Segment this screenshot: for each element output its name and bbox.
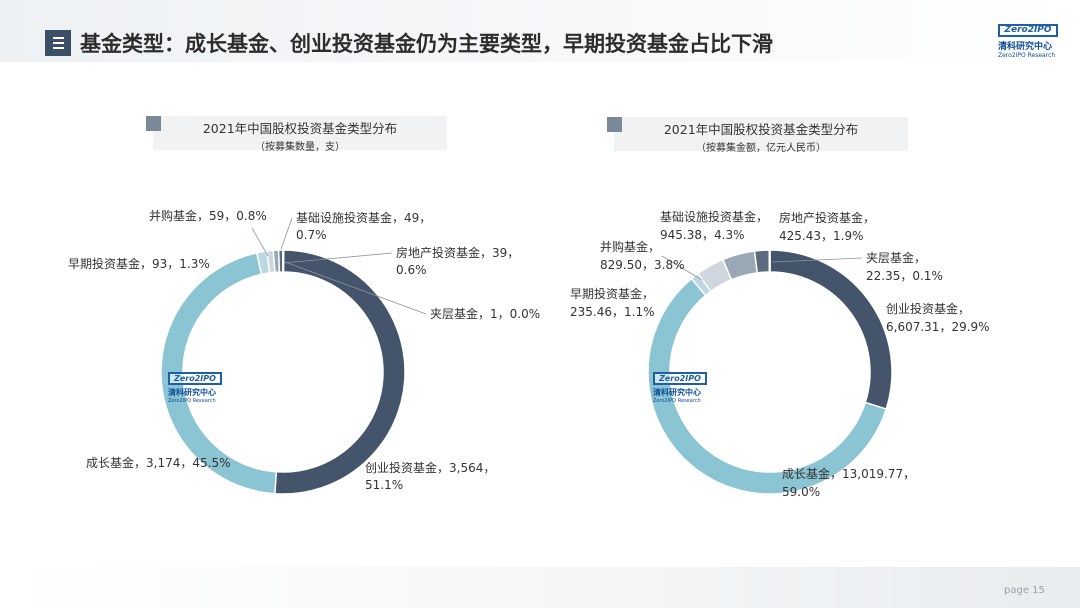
data-label: 早期投资基金， 235.46，1.1% xyxy=(570,286,654,319)
donut-slice xyxy=(274,249,406,495)
logo-cn-text: 清科研究中心 xyxy=(998,42,1053,52)
chart-1-title: 2021年中国股权投资基金类型分布 xyxy=(202,121,398,136)
watermark-mark: Zero2IPO xyxy=(168,372,222,385)
data-label-line: 基础设施投资基金，49， xyxy=(296,210,431,225)
page-label: page xyxy=(1004,585,1029,596)
data-label: 早期投资基金，93，1.3% xyxy=(68,256,210,271)
data-label-line: 基础设施投资基金， xyxy=(660,209,768,224)
watermark-en-text: Zero2IPO Research xyxy=(653,398,701,404)
leader-line xyxy=(661,255,703,281)
menu-icon xyxy=(45,30,71,56)
data-label-line: 夹层基金，1，0.0% xyxy=(430,306,540,321)
brand-logo: Zero2IPO 清科研究中心 Zero2IPO Research xyxy=(998,24,1062,59)
chart-2-header: 2021年中国股权投资基金类型分布 （按募集金额，亿元人民币） xyxy=(607,117,908,154)
footer-band xyxy=(0,567,1080,608)
chart-1-subtitle: （按募集数量，支） xyxy=(255,142,345,153)
data-label: 基础设施投资基金，49， 0.7% xyxy=(296,210,431,242)
donut-slice xyxy=(647,277,888,495)
leader-line xyxy=(771,257,863,263)
chart-2-title: 2021年中国股权投资基金类型分布 xyxy=(663,122,859,137)
watermark-logo: Zero2IPO 清科研究中心 Zero2IPO Research xyxy=(168,372,228,404)
data-label-line: 房地产投资基金， xyxy=(779,210,875,225)
data-label-line: 成长基金，13,019.77， xyxy=(782,466,915,481)
watermark-en-text: Zero2IPO Research xyxy=(168,398,216,404)
data-label-line: 945.38，4.3% xyxy=(660,228,744,242)
data-label-line: 829.50，3.8% xyxy=(600,258,684,272)
data-label: 并购基金， 829.50，3.8% xyxy=(600,239,684,272)
chart-2-subtitle: （按募集金额，亿元人民币） xyxy=(696,143,826,154)
data-label-line: 425.43，1.9% xyxy=(779,229,863,243)
data-label: 夹层基金，1，0.0% xyxy=(430,306,540,321)
leader-line xyxy=(282,252,393,264)
watermark-cn-text: 清科研究中心 xyxy=(168,388,216,397)
data-label-line: 早期投资基金， xyxy=(570,286,654,301)
data-label: 房地产投资基金， 425.43，1.9% xyxy=(779,210,875,243)
leader-line xyxy=(279,217,293,253)
donut-slice xyxy=(753,249,771,274)
donut-slice xyxy=(282,249,285,273)
data-label-line: 夹层基金， xyxy=(866,250,926,265)
data-label: 创业投资基金，3,564， 51.1% xyxy=(365,460,495,492)
data-label-line: 并购基金，59，0.8% xyxy=(149,208,267,223)
page-title: 基金类型：成长基金、创业投资基金仍为主要类型，早期投资基金占比下滑 xyxy=(80,32,773,56)
data-label-line: 0.6% xyxy=(396,263,427,277)
page-number: page 15 xyxy=(1004,585,1045,596)
watermark-logo: Zero2IPO 清科研究中心 Zero2IPO Research xyxy=(653,372,713,404)
logo-en-text: Zero2IPO Research xyxy=(998,52,1056,59)
legend-square-icon xyxy=(146,116,161,131)
leader-line xyxy=(251,227,269,257)
data-label-line: 成长基金，3,174，45.5% xyxy=(86,455,230,470)
data-label-line: 创业投资基金，3,564， xyxy=(365,460,495,475)
header-band xyxy=(0,0,1080,62)
data-label: 成长基金，3,174，45.5% xyxy=(86,455,230,470)
data-label: 并购基金，59，0.8% xyxy=(149,208,267,223)
data-label: 房地产投资基金，39， 0.6% xyxy=(396,245,519,277)
data-label: 创业投资基金， 6,607.31，29.9% xyxy=(886,301,990,334)
leader-line xyxy=(284,261,427,315)
data-label-line: 0.7% xyxy=(296,228,327,242)
data-label-line: 22.35，0.1% xyxy=(866,269,943,283)
data-label-line: 创业投资基金， xyxy=(886,301,970,316)
data-label-line: 早期投资基金，93，1.3% xyxy=(68,256,210,271)
chart-1-header: 2021年中国股权投资基金类型分布 （按募集数量，支） xyxy=(146,116,447,153)
data-label-line: 并购基金， xyxy=(600,239,660,254)
donut-chart-1: 创业投资基金，3,564， 51.1% 成长基金，3,174，45.5% 早期投资基金… xyxy=(68,208,540,495)
donut-chart-2: 创业投资基金， 6,607.31，29.9% 成长基金，13,019.77， 59.0… xyxy=(570,209,990,499)
data-label-line: 235.46，1.1% xyxy=(570,305,654,319)
data-label: 基础设施投资基金， 945.38，4.3% xyxy=(660,209,768,242)
data-label-line: 6,607.31，29.9% xyxy=(886,320,990,334)
data-label: 成长基金，13,019.77， 59.0% xyxy=(782,466,915,499)
data-label: 夹层基金， 22.35，0.1% xyxy=(866,250,943,283)
logo-mark: Zero2IPO xyxy=(998,24,1058,37)
data-label-line: 房地产投资基金，39， xyxy=(396,245,519,260)
donut-slice xyxy=(768,249,771,273)
legend-square-icon xyxy=(607,117,622,132)
page-value: 15 xyxy=(1032,585,1045,596)
data-label-line: 51.1% xyxy=(365,478,403,492)
watermark-cn-text: 清科研究中心 xyxy=(653,388,701,397)
data-label-line: 59.0% xyxy=(782,485,820,499)
watermark-mark: Zero2IPO xyxy=(653,372,707,385)
